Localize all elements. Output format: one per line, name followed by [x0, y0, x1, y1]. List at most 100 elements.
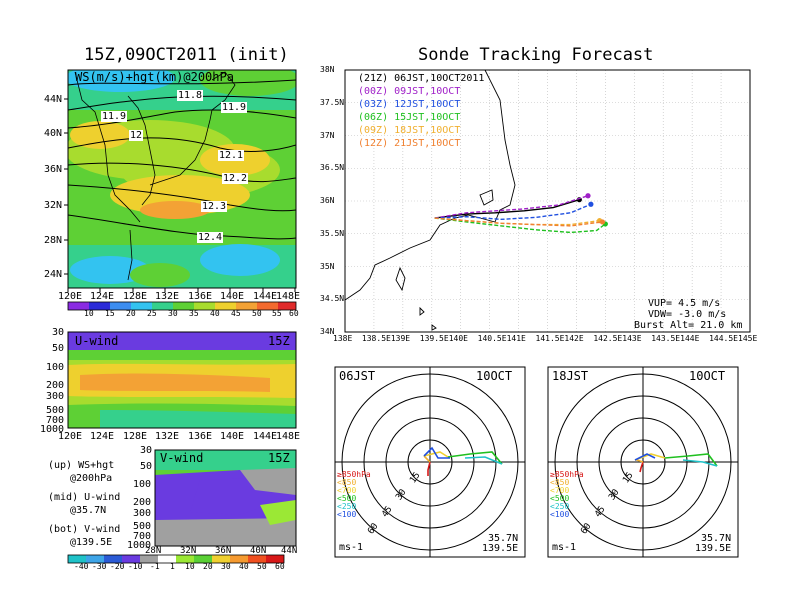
- map-colorbar-tick: 10: [84, 309, 94, 318]
- track-x-tick: 142E: [564, 334, 584, 343]
- hodo-level-label: <700: [550, 486, 570, 495]
- map-colorbar-tick: 15: [105, 309, 115, 318]
- track-end-point: [588, 201, 594, 207]
- u-wind-label: U-wind: [75, 334, 119, 348]
- v-colorbar-tick: 60: [275, 562, 285, 571]
- track-line: [434, 203, 592, 221]
- track-y-tick: 36N: [320, 196, 335, 205]
- hodo-trace: [464, 456, 503, 465]
- hodo-level-label: <850: [337, 478, 357, 487]
- contour-label: 12.4: [197, 232, 224, 243]
- legend-entry: (06Z) 15JST,10OCT: [358, 112, 461, 123]
- track-x-tick: 142.5E: [593, 334, 623, 343]
- track-x-tick: 143E: [622, 334, 642, 343]
- legend-entry: (03Z) 12JST,10OCT: [358, 99, 461, 110]
- map-x-tick: 136E: [188, 291, 213, 302]
- map-colorbar-tick: 30: [168, 309, 178, 318]
- v-y-tick: 300: [133, 508, 152, 519]
- track-line: [434, 199, 580, 219]
- hodo-level-label: <100: [337, 510, 357, 519]
- map-colorbar: [67, 301, 297, 311]
- u-wind-time: 15Z: [268, 334, 290, 348]
- caption-line: (bot) V-wind: [48, 524, 121, 535]
- v-y-tick: 500: [133, 521, 152, 532]
- hodo-trace: [423, 446, 450, 459]
- v-y-tick: 200: [133, 497, 152, 508]
- u-y-tick: 50: [52, 343, 65, 354]
- hodo-trace: [634, 453, 656, 461]
- right-title: Sonde Tracking Forecast: [418, 45, 654, 65]
- u-x-tick: 148E: [276, 431, 301, 442]
- u-x-tick: 144E: [253, 431, 278, 442]
- hodo-trace: [639, 461, 644, 473]
- track-x-tick: 140.5E: [477, 334, 507, 343]
- map-colorbar-tick: 45: [231, 309, 241, 318]
- v-wind-label: V-wind: [160, 451, 204, 465]
- track-y-tick: 36.5N: [320, 163, 345, 173]
- track-coastline: [345, 70, 516, 331]
- map-x-tick: 140E: [220, 291, 245, 302]
- info-burst: Burst Alt= 21.0 km: [634, 320, 743, 331]
- hodo1-lon: 139.5E: [482, 543, 519, 554]
- track-x-tick: 139E: [390, 334, 411, 343]
- u-x-tick: 128E: [123, 431, 148, 442]
- hodo-level-label: <250: [337, 502, 357, 511]
- info-vdw: VDW= -3.0 m/s: [648, 309, 727, 320]
- v-x-tick: 40N: [250, 546, 267, 556]
- hodo2-lat: 35.7N: [701, 533, 732, 544]
- hodo-level-label: ≥850hPa: [337, 470, 371, 479]
- map-y-tick: 44N: [44, 94, 63, 105]
- v-colorbar-tick: 40: [239, 562, 249, 571]
- v-colorbar-tick: 50: [257, 562, 267, 571]
- u-x-tick: 124E: [90, 431, 115, 442]
- v-x-tick: 44N: [281, 546, 298, 556]
- v-colorbar-tick: 10: [185, 562, 195, 571]
- track-x-tick: 143.5E: [651, 334, 681, 343]
- track-y-tick: 34.5N: [320, 294, 345, 304]
- track-y-tick: 34N: [320, 327, 335, 336]
- v-colorbar-tick: -1: [150, 562, 160, 571]
- track-y-tick: 35N: [320, 261, 335, 271]
- u-y-tick: 1000: [40, 424, 65, 435]
- track-x-tick: 138.5E: [361, 334, 391, 343]
- u-y-tick: 300: [46, 391, 65, 402]
- map-colorbar-tick: 25: [147, 309, 157, 318]
- v-wind-colorbar: [67, 554, 285, 564]
- track-lines: [434, 193, 608, 234]
- track-y-tick: 37N: [320, 130, 335, 140]
- map-x-tick: 124E: [90, 291, 115, 302]
- hodo2-time: 18JST: [552, 369, 589, 383]
- caption-line: @200hPa: [70, 473, 113, 484]
- track-line: [434, 195, 589, 219]
- hodo-level-label: <850: [550, 478, 570, 487]
- track-y-tick: 35.5N: [320, 228, 345, 238]
- v-y-tick: 700: [133, 531, 152, 542]
- v-x-tick: 28N: [145, 546, 162, 556]
- hodo-level-label: <700: [337, 486, 357, 495]
- v-colorbar-tick: 30: [221, 562, 231, 571]
- hodo-level-label: <250: [550, 502, 570, 511]
- map-x-tick: 144E: [253, 291, 278, 302]
- v-y-tick: 50: [140, 461, 153, 472]
- map-colorbar-tick: 35: [189, 309, 199, 318]
- hodo-trace: [423, 451, 449, 458]
- contour-label: 12: [129, 130, 144, 141]
- track-x-tick: 139.5E: [419, 334, 449, 343]
- map-heatmap: [68, 70, 296, 288]
- hodo1-date: 10OCT: [476, 369, 513, 383]
- u-y-tick: 500: [46, 405, 65, 416]
- contour-label: 11.9: [221, 102, 248, 113]
- track-line: [434, 217, 606, 234]
- legend-entry: (00Z) 09JST,10OCT: [358, 86, 461, 97]
- hodo-trace: [664, 453, 718, 467]
- v-colorbar-tick: -30: [92, 562, 107, 571]
- u-y-tick: 700: [46, 415, 65, 426]
- hodo2-lon: 139.5E: [695, 543, 732, 554]
- v-colorbar-tick: 20: [203, 562, 213, 571]
- v-y-tick: 1000: [127, 540, 152, 551]
- hodo-level-label: ≥850hPa: [550, 470, 584, 479]
- contour-label: 11.9: [101, 111, 128, 122]
- u-x-tick: 136E: [188, 431, 213, 442]
- hodo1-units: ms-1: [339, 542, 364, 553]
